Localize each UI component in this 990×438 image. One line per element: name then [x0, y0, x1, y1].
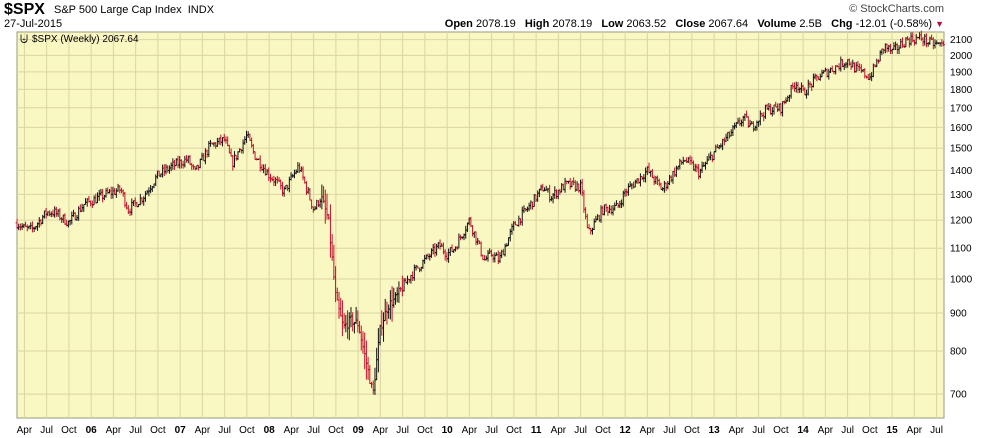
y-tick-label: 1100 [950, 244, 972, 255]
close-label: Close [675, 18, 706, 30]
x-tick-label: Oct [150, 425, 166, 436]
low-label: Low [601, 18, 624, 30]
quote-date: 27-Jul-2015 [4, 18, 63, 30]
open-label: Open [444, 18, 473, 30]
y-tick-label: 700 [950, 390, 967, 401]
symbol-name: S&P 500 Large Cap Index INDX [54, 4, 214, 16]
exchange-code: INDX [187, 4, 215, 16]
x-tick-label: Apr [462, 425, 478, 436]
x-tick-label: 10 [442, 425, 454, 436]
x-tick-label: Jul [396, 425, 409, 436]
x-tick-label: Apr [373, 425, 389, 436]
x-tick-label: 13 [709, 425, 721, 436]
y-tick-label: 1000 [950, 274, 973, 285]
volume-label: Volume [757, 18, 797, 30]
x-tick-label: Apr [907, 425, 923, 436]
down-triangle-icon: ▼ [935, 19, 944, 29]
x-tick-label: 14 [798, 425, 810, 436]
x-tick-label: Jul [129, 425, 142, 436]
y-tick-label: 800 [950, 347, 967, 358]
x-tick-label: Jul [752, 425, 765, 436]
x-tick-label: Jul [40, 425, 53, 436]
x-tick-label: Jul [307, 425, 320, 436]
high-value: 2078.19 [552, 18, 593, 30]
y-tick-label: 1700 [950, 103, 973, 114]
x-tick-label: 11 [531, 425, 542, 436]
x-tick-label: 06 [86, 425, 98, 436]
x-tick-label: Oct [506, 425, 522, 436]
close-value: 2067.64 [708, 18, 749, 30]
x-tick-label: Oct [61, 425, 77, 436]
x-tick-label: Oct [417, 425, 433, 436]
quote-summary: Open 2078.19 High 2078.19 Low 2063.52 Cl… [445, 18, 944, 30]
x-tick-label: 09 [353, 425, 365, 436]
y-tick-label: 1400 [950, 166, 973, 177]
low-value: 2063.52 [626, 18, 667, 30]
x-tick-label: Apr [640, 425, 656, 436]
y-tick-label: 1500 [950, 144, 973, 155]
x-tick-label: Oct [328, 425, 344, 436]
security-name: S&P 500 Large Cap Index [54, 4, 182, 16]
y-tick-label: 2100 [950, 35, 973, 46]
x-tick-label: Jul [574, 425, 587, 436]
x-tick-label: Jul [663, 425, 676, 436]
x-tick-label: 07 [175, 425, 187, 436]
x-tick-label: Oct [773, 425, 789, 436]
x-tick-label: Jul [930, 425, 943, 436]
legend-label: $SPX (Weekly) 2067.64 [32, 34, 139, 45]
x-tick-label: Apr [818, 425, 834, 436]
x-tick-label: Apr [551, 425, 567, 436]
x-tick-label: Oct [862, 425, 878, 436]
ohlc-bars-icon: ⨄ [20, 34, 28, 45]
x-tick-label: Jul [485, 425, 498, 436]
x-tick-label: Oct [239, 425, 255, 436]
y-tick-label: 1600 [950, 123, 973, 134]
x-tick-label: Apr [106, 425, 122, 436]
high-label: High [524, 18, 550, 30]
y-tick-label: 1900 [950, 67, 973, 78]
x-tick-label: Apr [195, 425, 211, 436]
x-tick-label: Jul [841, 425, 854, 436]
ohlc-bar [942, 40, 946, 47]
y-tick-label: 900 [950, 308, 967, 319]
brand-watermark: © StockCharts.com [849, 3, 944, 15]
x-tick-label: Jul [218, 425, 231, 436]
x-tick-label: 08 [264, 425, 276, 436]
change-label: Chg [831, 18, 853, 30]
open-value: 2078.19 [475, 18, 516, 30]
x-tick-label: Apr [284, 425, 300, 436]
change-value: -12.01 (-0.58%) [855, 18, 933, 30]
y-tick-label: 2000 [950, 51, 973, 62]
x-tick-label: Oct [684, 425, 700, 436]
x-tick-label: 15 [887, 425, 899, 436]
y-tick-label: 1800 [950, 85, 973, 96]
chart-header: $SPX S&P 500 Large Cap Index INDX 27-Jul… [0, 0, 990, 32]
x-tick-label: Apr [17, 425, 33, 436]
x-tick-label: Oct [595, 425, 611, 436]
y-tick-label: 1300 [950, 190, 973, 201]
y-tick-label: 1200 [950, 216, 973, 227]
x-tick-label: 12 [620, 425, 632, 436]
symbol: $SPX [4, 1, 45, 18]
x-tick-label: Apr [729, 425, 745, 436]
volume-value: 2.5B [799, 18, 822, 30]
